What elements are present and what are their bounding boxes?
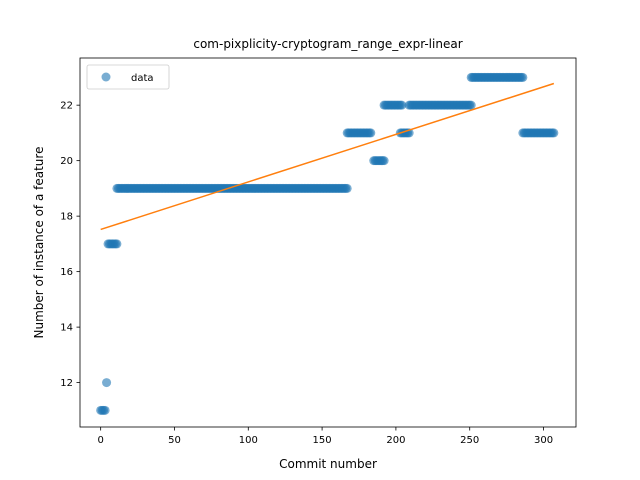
x-tick-label: 100 [239,435,258,446]
fit-line [100,82,555,231]
legend-box [86,64,170,90]
data-point [102,378,112,388]
data-point [112,239,122,249]
data-point [379,156,389,166]
legend: data [86,64,170,90]
x-tick-label: 250 [460,435,479,446]
x-tick-label: 200 [386,435,405,446]
data-point [518,72,528,82]
x-axis-label: Commit number [279,457,377,471]
x-tick-label: 300 [534,435,553,446]
legend-label-data: data [131,73,154,84]
y-tick-label: 20 [60,156,73,167]
x-tick-label: 50 [168,435,181,446]
x-tick-label: 150 [313,435,332,446]
y-tick-label: 12 [60,378,73,389]
y-axis-label: Number of instance of a feature [32,147,46,339]
data-point [366,128,376,138]
data-point [397,100,407,110]
data-point [342,183,352,193]
chart-title: com-pixplicity-cryptogram_range_expr-lin… [193,37,462,51]
y-tick-label: 22 [60,101,73,112]
plot-frame [79,57,577,428]
legend-marker-data [101,72,111,82]
data-point [100,405,110,415]
x-axis: 0 50 100 150 200 250 300 [97,427,553,446]
y-axis: 12 14 16 18 20 22 [60,101,80,389]
data-point [466,100,476,110]
data-point [549,128,559,138]
fit-line-layer [100,82,555,231]
x-tick-label: 0 [97,435,103,446]
y-tick-label: 16 [60,267,73,278]
y-tick-label: 18 [60,212,73,223]
y-tick-label: 14 [60,323,73,334]
